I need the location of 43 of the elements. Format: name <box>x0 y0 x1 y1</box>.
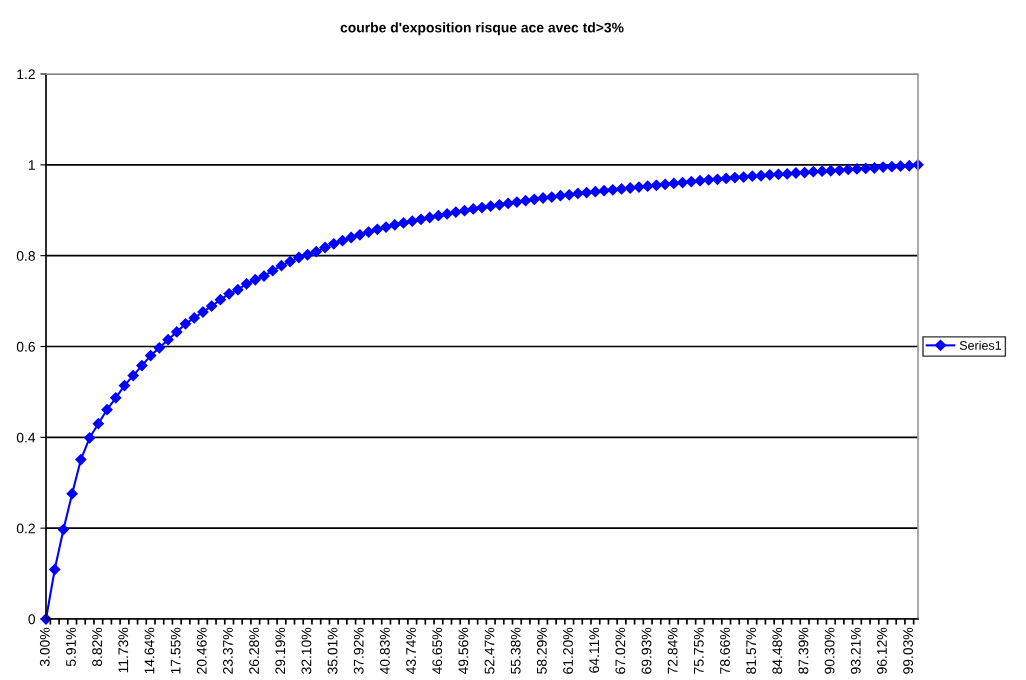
x-tick-label: 37.92% <box>353 627 364 674</box>
x-tick-label: 93.21% <box>850 627 861 674</box>
x-tick-label: 43.74% <box>406 627 416 675</box>
y-tick-label: 0.4 <box>16 432 36 443</box>
x-tick-label: 5.91% <box>66 627 76 667</box>
x-tick-label: 49.56% <box>458 627 469 675</box>
x-tick-label: 14.64% <box>144 627 155 674</box>
x-tick-label: 78.66% <box>720 627 730 674</box>
x-tick-label: 84.48% <box>772 627 783 674</box>
x-tick-label: 52.47% <box>484 627 495 674</box>
x-tick-label: 81.57% <box>746 627 757 674</box>
x-tick-label: 23.37% <box>223 627 233 674</box>
y-tick-label: 0 <box>28 614 36 625</box>
y-tick-label: 1 <box>28 160 35 170</box>
y-tick-label: 0.2 <box>16 523 35 534</box>
x-tick-label: 55.38% <box>510 627 521 674</box>
x-tick-label: 75.75% <box>693 627 704 674</box>
y-tick-label: 0.6 <box>16 341 35 352</box>
x-tick-label: 61.20% <box>563 627 573 674</box>
y-tick-label: 0.8 <box>16 251 35 261</box>
x-tick-label: 69.93% <box>641 627 652 674</box>
x-tick-label: 90.30% <box>824 627 835 674</box>
x-tick-label: 67.02% <box>615 627 626 674</box>
x-tick-label: 26.28% <box>249 627 260 674</box>
x-tick-label: 29.19% <box>275 627 286 674</box>
legend-label: Series1 <box>959 340 1002 350</box>
x-tick-label: 11.73% <box>118 627 129 673</box>
x-tick-label: 3.00% <box>39 627 50 667</box>
x-tick-label: 64.11% <box>589 627 600 673</box>
x-tick-label: 20.46% <box>196 627 207 674</box>
x-tick-label: 40.83% <box>379 627 390 675</box>
x-tick-label: 72.84% <box>667 627 678 674</box>
x-tick-label: 46.65% <box>432 627 443 675</box>
y-tick-label: 1.2 <box>17 69 35 80</box>
x-tick-label: 35.01% <box>327 627 338 674</box>
x-tick-label: 8.82% <box>92 627 103 667</box>
x-tick-label: 96.12% <box>877 627 887 674</box>
x-tick-label: 32.10% <box>301 627 312 674</box>
x-tick-label: 17.55% <box>170 627 181 674</box>
x-tick-label: 58.29% <box>536 627 547 674</box>
x-tick-label: 87.39% <box>798 627 809 674</box>
x-tick-label: 99.03% <box>903 627 914 674</box>
chart-title: courbe d'exposition risque ace avec td>3% <box>340 22 624 36</box>
